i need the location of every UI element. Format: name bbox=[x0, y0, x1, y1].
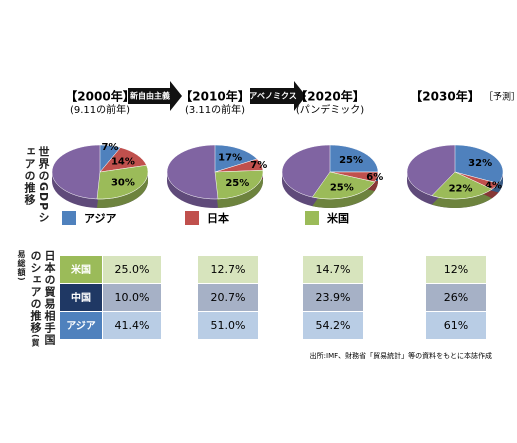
row-label: 中国 bbox=[71, 291, 91, 304]
table-cell bbox=[426, 284, 486, 311]
source-note: 出所:IMF、財務省「貿易統計」等の資料をもとに本誌作成 bbox=[310, 351, 492, 360]
data-label: 17% bbox=[218, 153, 242, 164]
pie-slice bbox=[214, 144, 258, 173]
data-label: 14% bbox=[111, 156, 135, 167]
table-cell bbox=[303, 312, 363, 339]
data-label: 22% bbox=[449, 183, 473, 194]
table-cell bbox=[103, 284, 161, 311]
arrow-label: アベノミクス bbox=[249, 91, 297, 101]
pie-slice bbox=[329, 144, 379, 173]
pie-slice bbox=[214, 170, 264, 200]
data-label: 7% bbox=[250, 160, 267, 171]
pie-slice bbox=[454, 144, 504, 184]
row-label: 米国 bbox=[71, 263, 91, 276]
chart-subtitle: (パンデミック) bbox=[296, 103, 364, 116]
cell-value: 26% bbox=[444, 291, 468, 304]
arrow-label: 新自由主義 bbox=[130, 91, 170, 101]
cell-value: 12.7% bbox=[211, 263, 246, 276]
chart-title: 【2010年】 bbox=[180, 89, 249, 104]
chart-subtitle: (3.11の前年) bbox=[185, 103, 245, 116]
label-line: 日本の貿易相手国の bbox=[29, 250, 56, 346]
table-cell bbox=[198, 256, 258, 283]
row-header bbox=[60, 256, 102, 283]
arrow bbox=[128, 81, 182, 111]
cell-value: 10.0% bbox=[115, 291, 150, 304]
cell-value: 41.4% bbox=[115, 319, 150, 332]
cell-value: 14.7% bbox=[316, 263, 351, 276]
data-label: 30% bbox=[111, 178, 135, 189]
table-cell bbox=[303, 284, 363, 311]
legend-label: 日本 bbox=[207, 211, 229, 225]
data-label: 6% bbox=[366, 172, 383, 183]
cell-value: 23.9% bbox=[316, 291, 351, 304]
row-header bbox=[60, 312, 102, 339]
chart-subtitle: ［予測］ bbox=[484, 91, 517, 103]
chart-title: 【2030年】 bbox=[410, 89, 479, 104]
data-label: 25% bbox=[225, 178, 249, 189]
data-label: 25% bbox=[339, 155, 363, 166]
row-header bbox=[60, 284, 102, 311]
cell-value: 20.7% bbox=[211, 291, 246, 304]
legend-swatch bbox=[305, 211, 319, 225]
pie-slice bbox=[431, 171, 493, 200]
label-line: シェアの推移 bbox=[23, 146, 50, 224]
legend-swatch bbox=[185, 211, 199, 225]
data-label: 7% bbox=[101, 142, 118, 153]
table-cell bbox=[198, 312, 258, 339]
cell-value: 25.0% bbox=[115, 263, 150, 276]
chart-subtitle: (9.11の前年) bbox=[70, 103, 130, 116]
table-cell bbox=[426, 312, 486, 339]
cell-value: 54.2% bbox=[316, 319, 351, 332]
table-cell bbox=[103, 256, 161, 283]
label-line: 世界のGDP bbox=[37, 146, 50, 212]
gdp-label: 世界のGDPシェアの推移 bbox=[22, 146, 50, 226]
table-cell bbox=[426, 256, 486, 283]
chart-title: 【2000年】 bbox=[65, 89, 134, 104]
label-line: (貿易総額) bbox=[17, 250, 40, 348]
data-label: 32% bbox=[468, 158, 492, 169]
cell-value: 61% bbox=[444, 319, 468, 332]
chart-title: 【2020年】 bbox=[295, 89, 364, 104]
data-label: 4% bbox=[485, 181, 502, 192]
pie-slice bbox=[96, 165, 149, 200]
legend-swatch bbox=[62, 211, 76, 225]
pie-slice bbox=[311, 171, 376, 200]
cell-value: 51.0% bbox=[211, 319, 246, 332]
arrow bbox=[250, 81, 306, 111]
trade-label: 日本の貿易相手国のシェアの推移(貿易総額) bbox=[14, 250, 56, 350]
row-label: アジア bbox=[66, 320, 96, 332]
table-cell bbox=[303, 256, 363, 283]
legend-label: 米国 bbox=[326, 211, 349, 225]
table-cell bbox=[198, 284, 258, 311]
legend-label: アジア bbox=[84, 212, 117, 225]
table-cell bbox=[103, 312, 161, 339]
label-line: シェアの推移 bbox=[29, 262, 42, 334]
cell-value: 12% bbox=[444, 263, 468, 276]
data-label: 25% bbox=[330, 182, 354, 193]
